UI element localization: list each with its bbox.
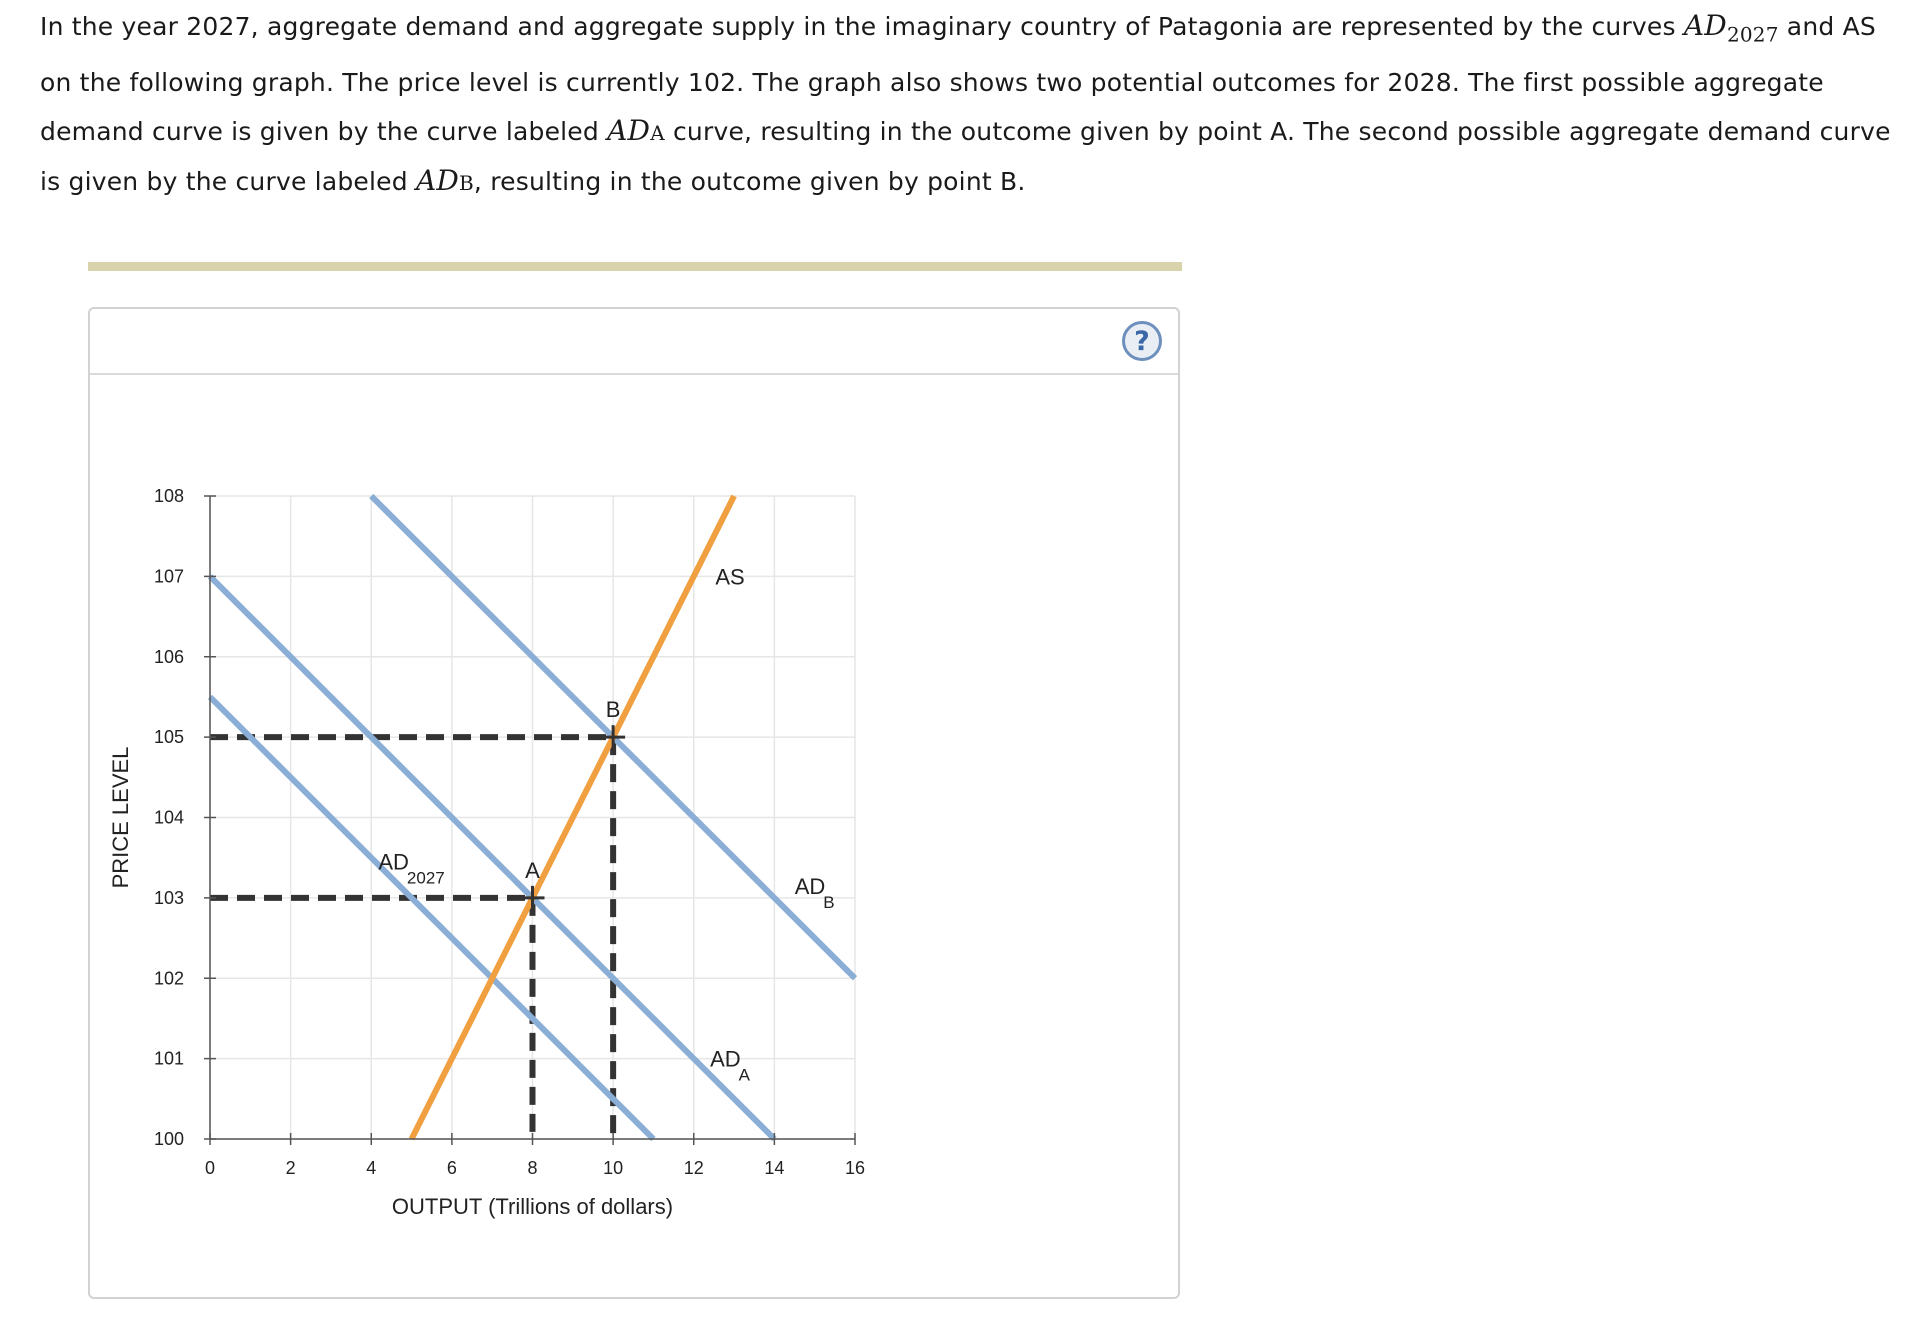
ad-2027-symbol-letters: AD [1683, 9, 1727, 42]
x-tick-label-2: 2 [286, 1158, 296, 1178]
y-tick-label-106: 106 [154, 647, 184, 667]
x-tick-label-8: 8 [527, 1158, 537, 1178]
curve-label-name-ada: AD [710, 1047, 741, 1072]
y-tick-label-107: 107 [154, 566, 184, 586]
y-tick-label-100: 100 [154, 1129, 184, 1149]
question-text: In the year 2027, aggregate demand and a… [40, 2, 1900, 207]
curve-label-name-ad2027: AD [378, 850, 409, 875]
question-part-4: , resulting in the outcome given by poin… [473, 166, 1026, 196]
x-tick-label-4: 4 [366, 1158, 376, 1178]
curves [207, 493, 858, 1142]
curve-label-ada: AD A [710, 1047, 751, 1085]
ad-a-symbol-sub: A [650, 120, 665, 145]
y-tick-label-104: 104 [154, 808, 184, 828]
x-axis-title: OUTPUT (Trillions of dollars) [392, 1194, 673, 1219]
ad-b-symbol-letters: AD [415, 163, 460, 197]
ad-b-symbol: ADB [416, 164, 474, 197]
question-part-1: In the year 2027, aggregate demand and a… [40, 12, 1684, 41]
ad-a-symbol: ADA [607, 114, 665, 147]
x-tick-label-14: 14 [764, 1158, 784, 1178]
curve-label-name-as: AS [715, 564, 744, 589]
curve-as [408, 494, 737, 1141]
y-tick-label-108: 108 [154, 486, 184, 506]
axes: 100 101 102 103 104 105 106 107 108 0 2 4 6 8 10 12 14 16… [108, 486, 865, 1219]
point-label-A: A [525, 858, 540, 883]
curve-ada [207, 694, 656, 1142]
section-divider [88, 262, 1182, 271]
point-label-B: B [606, 697, 621, 722]
reference-lines [210, 734, 617, 1139]
graph-panel-header: ? [90, 309, 1178, 375]
help-button[interactable]: ? [1122, 321, 1162, 361]
x-tick-label-10: 10 [603, 1158, 623, 1178]
curve-label-name-adb: AD [795, 874, 826, 899]
ad-a-symbol-letters: AD [607, 113, 651, 147]
ad-b-symbol-sub: B [459, 170, 474, 195]
y-tick-label-101: 101 [154, 1049, 184, 1069]
x-tick-label-0: 0 [205, 1158, 215, 1178]
curve-label-sub-ada: A [739, 1066, 751, 1085]
x-tick-label-6: 6 [447, 1158, 457, 1178]
equilibrium-markers [520, 725, 626, 910]
help-icon: ? [1134, 325, 1150, 357]
question-part-2: and AS on the following graph. The price… [40, 12, 1876, 146]
curve-ad2027 [207, 574, 777, 1142]
curve-label-sub-adb: B [823, 893, 834, 912]
curve-label-ad2027: AD 2027 [378, 850, 444, 888]
ad-2027-symbol-sub: 2027 [1726, 22, 1779, 47]
curve-label-adb: AD B [795, 874, 835, 912]
curve-label-as: AS [715, 564, 744, 589]
curve-label-sub-ad2027: 2027 [407, 869, 445, 888]
question-part-3: curve, resulting in the outcome given by… [40, 116, 1891, 196]
y-tick-label-105: 105 [154, 727, 184, 747]
graph-panel: ? [88, 307, 1180, 1299]
ad-2027-symbol: AD2027 [1683, 9, 1779, 47]
x-tick-label-12: 12 [684, 1158, 704, 1178]
x-tick-label-16: 16 [845, 1158, 865, 1178]
y-tick-label-102: 102 [154, 968, 184, 988]
y-tick-label-103: 103 [154, 888, 184, 908]
y-axis-title: PRICE LEVEL [108, 747, 133, 889]
